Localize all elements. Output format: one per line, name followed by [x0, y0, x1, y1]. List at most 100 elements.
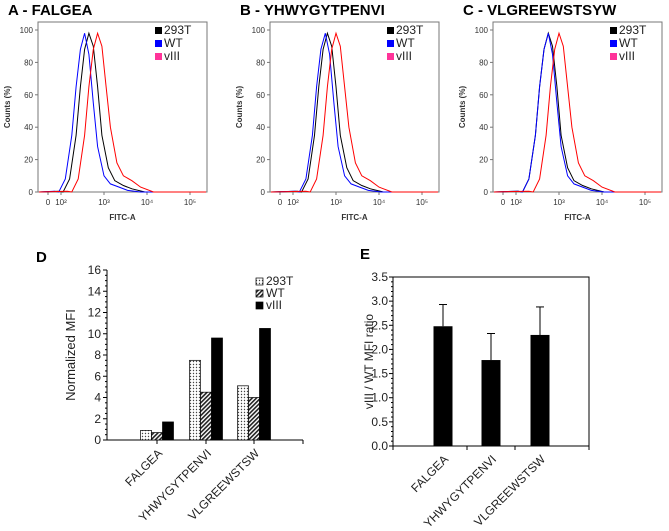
legend-swatch — [387, 27, 394, 34]
plot-frame — [37, 21, 208, 193]
histogram-curve-viii — [38, 31, 206, 193]
x-tick-label: 10³ — [98, 198, 110, 207]
y-tick-label: 0.0 — [371, 439, 388, 453]
x-axis-label: FITC-A — [564, 213, 590, 222]
y-tick-label: 0 — [94, 433, 101, 447]
x-axis-label: FITC-A — [341, 213, 367, 222]
bar-wt-yhwygytpenvi — [200, 391, 212, 441]
x-tick-label: 10⁵ — [184, 198, 196, 207]
histogram-panel-c: C - VLGREEWSTSYW 0 20 40 60 80 100 0 10² 10³ 10⁴ 10… — [458, 2, 663, 222]
histogram-curve-293t — [38, 31, 206, 193]
legend-label: vIII — [164, 49, 180, 63]
y-tick-label: 60 — [256, 91, 265, 100]
y-tick-label: 20 — [24, 156, 33, 165]
histogram-panel-a: A - FALGEA 0 20 40 60 80 100 0 10² 10³ 10⁴ 10⁵ FITC-… — [3, 2, 208, 222]
bar-falgea — [433, 326, 453, 446]
x-tick-label: 10⁴ — [596, 198, 609, 207]
y-axis-label: Normalized MFI — [63, 309, 78, 401]
y-tick-label: 20 — [479, 156, 488, 165]
legend-swatch — [610, 40, 617, 47]
y-tick-label: 16 — [88, 263, 102, 277]
y-tick-label: 1.5 — [371, 367, 388, 381]
legend-label: WT — [619, 36, 638, 50]
bar-yhwygytpenvi — [481, 360, 501, 446]
histogram-curve-wt — [270, 33, 438, 193]
histogram-panel-b: B - YHWYGYTPENVI 0 20 40 60 80 100 0 10² 10³ 10⁴ 10… — [235, 2, 440, 222]
legend-label: WT — [164, 36, 183, 50]
histogram-curve-293t — [493, 31, 661, 193]
x-tick-label: 10⁵ — [416, 198, 428, 207]
y-tick-label: 12 — [88, 306, 102, 320]
y-tick-label: 40 — [24, 123, 33, 132]
y-tick-label: 14 — [88, 284, 102, 298]
bar-chart-panel-e: E 0.0 0.5 1.0 1.5 2.0 2.5 3.0 3.5 vIII / WT MFI r… — [360, 246, 590, 530]
y-tick-label: 60 — [479, 91, 488, 100]
legend-label: vIII — [619, 49, 635, 63]
x-tick-label: 10² — [55, 198, 67, 207]
y-tick-label: 0 — [484, 188, 489, 197]
bar-vlgreewstsw — [530, 334, 550, 446]
x-axis-label: FITC-A — [109, 213, 135, 222]
y-tick-label: 2.5 — [371, 318, 388, 332]
histogram-curve-viii — [270, 31, 438, 193]
legend-swatch — [155, 53, 162, 60]
y-tick-label: 2 — [94, 412, 101, 426]
legend-swatch — [155, 27, 162, 34]
y-tick-label: 0 — [29, 188, 34, 197]
y-tick-label: 60 — [24, 91, 33, 100]
plot-frame — [492, 21, 663, 193]
y-tick-label: 3.5 — [371, 270, 388, 284]
x-tick-label: 10² — [510, 198, 522, 207]
x-tick-label: 10⁴ — [141, 198, 154, 207]
y-tick-label: 8 — [94, 348, 101, 362]
legend-swatch — [255, 289, 264, 298]
legend-label: vIII — [266, 298, 282, 312]
legend-label: 293T — [619, 23, 647, 37]
legend-swatch — [387, 40, 394, 47]
x-tick-label: 0 — [278, 198, 283, 207]
y-axis-label: vIII / WT MFI ratio — [362, 314, 376, 409]
panel-title: A - FALGEA — [8, 2, 93, 19]
plot-frame — [269, 21, 440, 193]
y-tick-label: 100 — [252, 26, 266, 35]
y-tick-label: 20 — [256, 156, 265, 165]
legend-label: vIII — [396, 49, 412, 63]
y-tick-label: 40 — [256, 123, 265, 132]
x-tick-label: 0 — [46, 198, 51, 207]
panel-title: D — [36, 249, 47, 266]
y-tick-label: 80 — [256, 58, 265, 67]
legend-swatch — [155, 40, 162, 47]
legend-label: WT — [396, 36, 415, 50]
y-tick-label: 3.0 — [371, 294, 388, 308]
histogram-curve-wt — [493, 33, 661, 193]
x-tick-label: 10³ — [553, 198, 565, 207]
legend-swatch — [610, 27, 617, 34]
y-axis-label: Counts (%) — [235, 86, 244, 129]
bar-293t-falgea — [140, 430, 152, 441]
histogram-curve-293t — [270, 31, 438, 193]
x-tick-label: 10² — [287, 198, 299, 207]
legend-swatch — [255, 301, 264, 310]
histogram-curve-viii — [493, 31, 661, 193]
bar-wt-vlgreewstsw — [248, 397, 260, 441]
x-tick-label: 10⁴ — [373, 198, 386, 207]
bar-293t-yhwygytpenvi — [189, 359, 201, 441]
y-axis-label: Counts (%) — [3, 86, 12, 129]
bar-293t-vlgreewstsw — [237, 385, 249, 441]
legend-label: 293T — [164, 23, 192, 37]
bar-wt-falgea — [151, 432, 163, 441]
legend-label: WT — [266, 286, 285, 300]
y-axis-label: Counts (%) — [458, 86, 467, 129]
panel-title: B - YHWYGYTPENVI — [240, 2, 385, 19]
y-tick-label: 6 — [94, 369, 101, 383]
x-tick-label: 0 — [501, 198, 506, 207]
y-tick-label: 10 — [88, 327, 102, 341]
histogram-curve-wt — [38, 33, 206, 193]
legend-label: 293T — [266, 274, 294, 288]
panel-title: C - VLGREEWSTSYW — [463, 2, 617, 19]
legend-label: 293T — [396, 23, 424, 37]
legend-swatch — [610, 53, 617, 60]
bar-viii-vlgreewstsw — [259, 328, 271, 441]
y-tick-label: 0 — [261, 188, 266, 197]
